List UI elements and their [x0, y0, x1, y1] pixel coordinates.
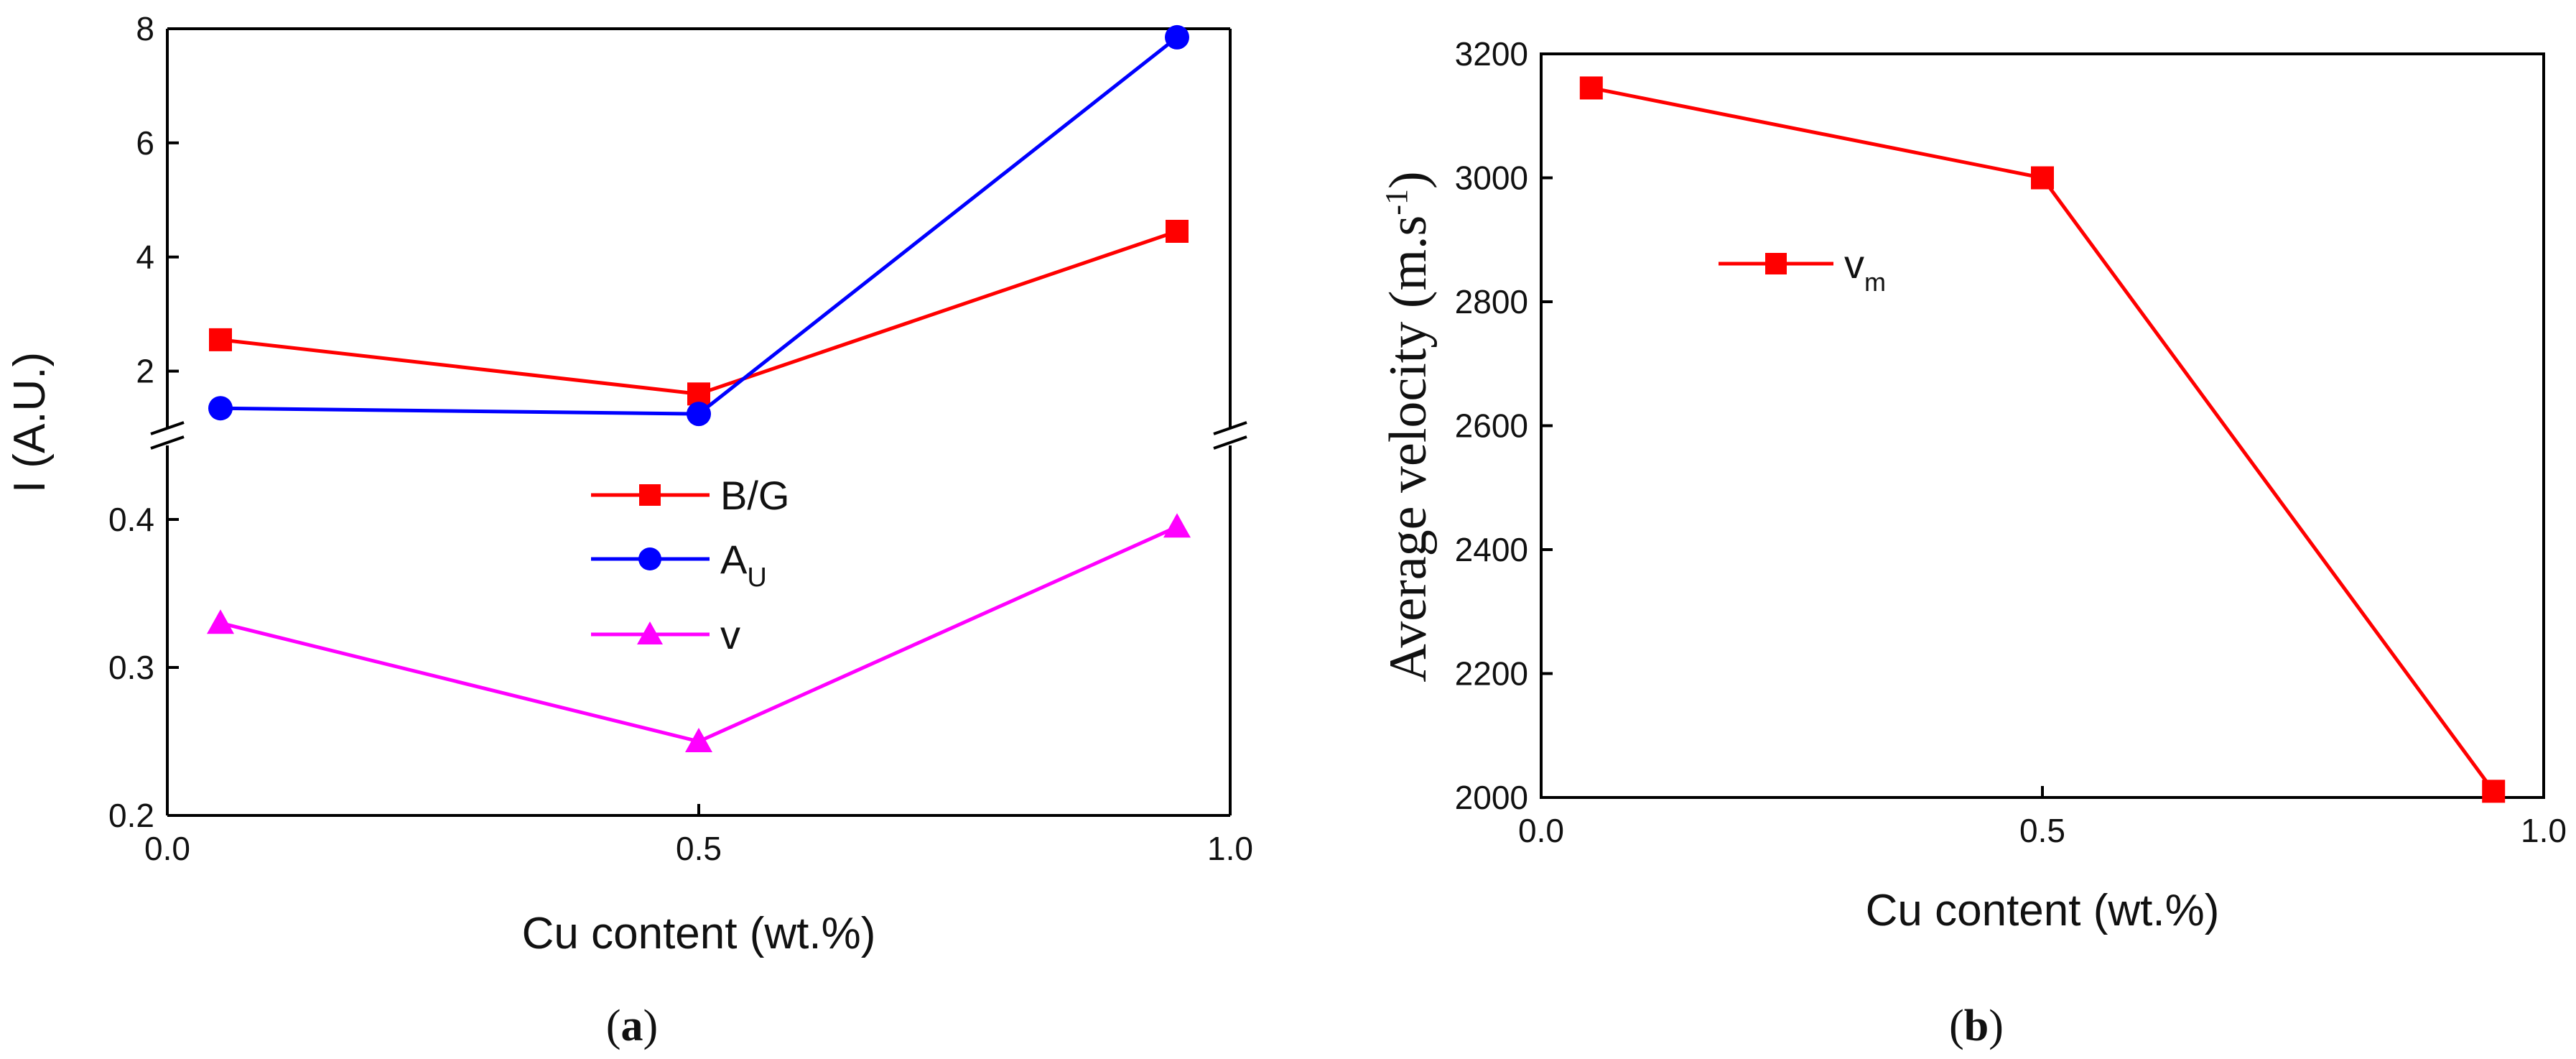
chart-b: 0.0 0.5 1.0 2000 2200 2400 2600 2800 3000 3200 Av…	[1379, 35, 2567, 1050]
chart-b-frame	[1540, 52, 2545, 799]
chart-b-ylabel: Average velocity (m.s-1)	[1379, 171, 1438, 682]
legend-label-au: AU	[720, 537, 767, 593]
chart-a-data-point	[1163, 513, 1191, 538]
chart-b-data-point	[2031, 166, 2054, 190]
chart-a-ylabel: I (A.U.)	[5, 352, 55, 493]
legend-item-v: v	[591, 612, 740, 657]
chart-a-y-tick-label: 0.3	[108, 649, 154, 686]
chart-a-y-tick-label: 2	[136, 353, 154, 390]
chart-b-y-tick-label: 2200	[1455, 655, 1528, 693]
legend-item-au: AU	[591, 537, 767, 593]
chart-b-data-point	[2482, 780, 2506, 803]
chart-b-y-tick-label: 3000	[1455, 159, 1528, 197]
legend-label-vm: vm	[1844, 241, 1886, 297]
legend-item-bg: B/G	[591, 473, 789, 518]
chart-a-data-point	[1165, 24, 1189, 50]
chart-b-x-tick-label: 0.0	[1518, 812, 1564, 849]
chart-b-data-point	[1579, 76, 1603, 100]
legend-label-bg: B/G	[720, 473, 789, 518]
chart-a: 0.0 0.5 1.0 2 4 6 8 0.2 0.3 0.4 I (A.U.) Cu conte…	[5, 10, 1253, 1050]
chart-b-panel-label: (b)	[1949, 1002, 2004, 1050]
chart-a-x-tick-label: 1.0	[1207, 830, 1253, 867]
chart-a-y-tick-label: 8	[136, 10, 154, 47]
chart-a-x-tick-label: 0.0	[144, 830, 190, 867]
chart-b-x-tick-label: 1.0	[2521, 812, 2567, 849]
chart-a-data-point	[207, 609, 234, 634]
chart-a-data-point	[685, 728, 712, 752]
chart-a-data-point	[209, 328, 232, 351]
legend-label-v: v	[720, 612, 740, 657]
chart-a-data-point	[1166, 219, 1189, 243]
chart-a-xlabel: Cu content (wt.%)	[522, 909, 876, 958]
chart-a-data-point	[208, 396, 233, 421]
chart-b-y-tick-label: 2400	[1455, 531, 1528, 568]
chart-a-data-point	[687, 402, 711, 427]
chart-a-y-tick-label: 0.4	[108, 501, 154, 538]
chart-a-y-tick-label: 0.2	[108, 797, 154, 834]
chart-b-legend: vm	[1719, 241, 1886, 297]
chart-b-y-tick-label: 2000	[1455, 779, 1528, 816]
chart-b-y-tick-label: 2600	[1455, 407, 1528, 445]
chart-b-series-line-0	[1591, 85, 2496, 792]
chart-a-series-line-0	[220, 229, 1178, 396]
chart-b-y-tick-label: 2800	[1455, 283, 1528, 320]
chart-a-legend: B/G AU v	[591, 473, 789, 657]
chart-a-data-point	[687, 382, 710, 406]
chart-a-axis-break-right	[1213, 421, 1247, 450]
chart-a-axis-break-left	[150, 421, 185, 450]
chart-b-y-tick-label: 3200	[1455, 35, 1528, 73]
chart-b-xlabel: Cu content (wt.%)	[1866, 886, 2220, 935]
chart-a-panel-label: (a)	[606, 1002, 658, 1050]
legend-item-vm: vm	[1719, 241, 1886, 297]
chart-a-y-tick-label: 4	[136, 239, 154, 276]
chart-b-x-tick-label: 0.5	[2019, 812, 2065, 849]
chart-a-y-tick-label: 6	[136, 124, 154, 162]
chart-a-x-tick-label: 0.5	[676, 830, 722, 867]
